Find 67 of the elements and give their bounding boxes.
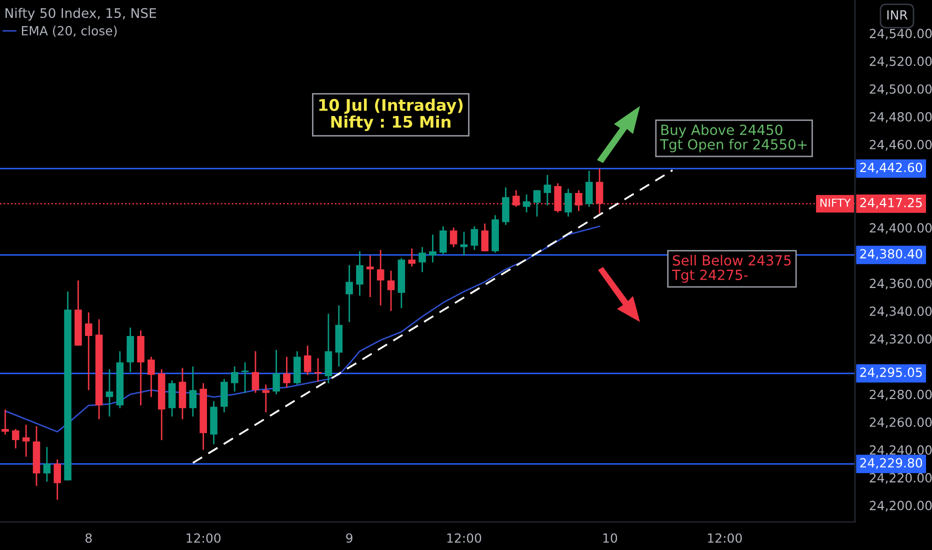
y-tick-label: 24,220.00: [870, 473, 932, 484]
candlestick: [481, 222, 488, 252]
candlestick: [304, 344, 312, 376]
y-tick-label: 24,280.00: [870, 390, 932, 400]
annotation: Buy Above 24450 Tgt Open for 24550+: [660, 124, 807, 152]
candlestick: [470, 226, 478, 251]
x-tick-label: 12:00: [708, 533, 742, 543]
candlestick: [189, 366, 197, 418]
candlestick: [22, 424, 30, 458]
annotation: NIFTY: [820, 198, 851, 207]
candlestick: [439, 226, 447, 255]
candlestick: [376, 249, 384, 306]
x-tick-label: 9: [346, 533, 352, 543]
candlestick: [408, 248, 416, 268]
candlestick: [544, 174, 552, 206]
x-tick-label: 12:00: [186, 533, 221, 543]
y-tick-label: 24,240.00: [870, 445, 932, 456]
x-tick-label: 10: [603, 533, 618, 543]
y-tick-label: 24,500.00: [870, 84, 932, 96]
candlestick: [43, 446, 51, 482]
candlestick: [241, 362, 249, 394]
line-series: [4, 226, 600, 432]
candlestick: [262, 384, 270, 414]
ref-line-label: 24,295.05: [860, 368, 922, 378]
y-tick-label: 24,520.00: [870, 56, 932, 68]
candlestick: [148, 356, 155, 398]
ref-line-label: 24,417.25: [860, 198, 922, 209]
candlestick: [429, 234, 436, 264]
y-tick-label: 24,200.00: [870, 500, 932, 512]
y-tick-label: 24,400.00: [870, 223, 932, 234]
annotation: 10 Jul (Intraday) Nifty : 15 Min: [319, 98, 463, 132]
candlestick: [2, 408, 9, 436]
candlestick: [366, 254, 374, 298]
candlestick: [418, 246, 426, 273]
candlestick: [522, 194, 530, 214]
candlestick: [533, 190, 541, 218]
annotation: Sell Below 24375 Tgt 24275-: [672, 254, 791, 283]
ref-line-label: 24,229.80: [860, 458, 922, 469]
candlestick: [106, 368, 114, 418]
candlestick: [252, 350, 260, 394]
candlestick: [12, 428, 20, 450]
y-tick-label: 24,460.00: [870, 140, 932, 151]
candlestick: [564, 188, 572, 218]
candlestick: [450, 226, 458, 248]
candlestick: [272, 349, 280, 395]
y-tick-label: 24,260.00: [870, 418, 932, 428]
y-tick-label: 24,540.00: [870, 28, 932, 40]
candlestick: [314, 357, 322, 382]
candlestick: [346, 264, 353, 323]
y-tick-label: 24,320.00: [870, 334, 932, 345]
candlestick: [585, 170, 593, 208]
candlestick: [356, 250, 364, 296]
candlestick: [283, 356, 290, 388]
x-tick-label: 8: [86, 533, 92, 543]
y-tick-label: 24,360.00: [870, 278, 932, 290]
ref-line-label: 24,442.60: [860, 162, 922, 174]
candlestick: [84, 312, 92, 391]
y-tick-label: 24,480.00: [870, 112, 932, 123]
y-tick-label: 24,340.00: [870, 306, 932, 318]
x-tick-label: 12:00: [447, 533, 482, 543]
ref-line-label: 24,380.40: [860, 249, 922, 260]
text: INR: [887, 10, 908, 20]
candlestick: [230, 366, 238, 392]
candlestick: [387, 270, 395, 312]
text: Nifty 50 Index, 15, NSE: [6, 8, 156, 21]
legend-label: EMA (20, close): [22, 26, 117, 37]
candlestick: [54, 458, 61, 500]
